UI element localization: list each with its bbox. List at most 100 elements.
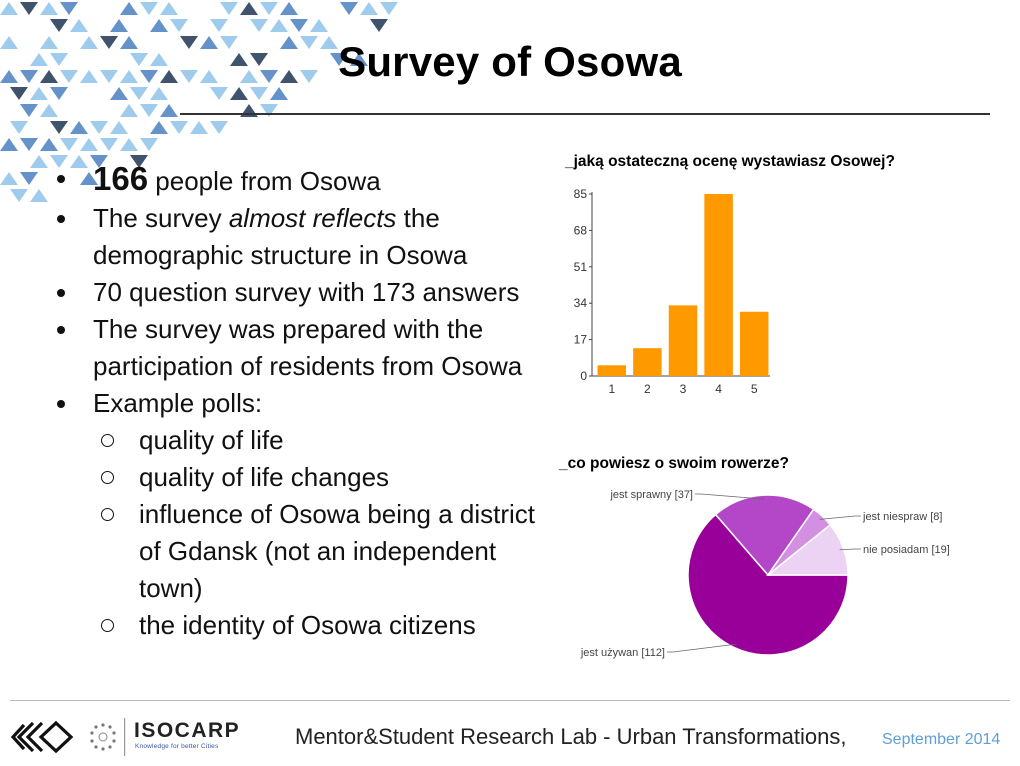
deco-triangle: [0, 2, 18, 15]
deco-triangle: [50, 87, 68, 100]
deco-triangle: [270, 19, 288, 32]
deco-triangle: [160, 2, 178, 15]
pie-slice: [714, 494, 815, 577]
pie-leader-line: [667, 643, 737, 653]
footer-date: September 2014: [882, 731, 1001, 748]
deco-triangle: [0, 36, 18, 49]
sub-bullet-poll: quality of life: [55, 422, 555, 459]
pie-leader-line: [695, 493, 764, 500]
deco-triangle: [280, 36, 298, 49]
deco-triangle: [60, 138, 78, 151]
y-tick-label: 68: [574, 223, 588, 237]
deco-triangle: [130, 87, 148, 100]
bullet-example-polls: Example polls:: [55, 385, 555, 422]
deco-triangle: [20, 104, 38, 117]
footer-logos: [10, 718, 126, 756]
bar-chart-title: _jaką ostateczną ocenę wystawiasz Osowej…: [565, 153, 895, 170]
deco-triangle: [240, 2, 258, 15]
deco-triangle: [80, 138, 98, 151]
deco-triangle: [90, 121, 108, 134]
deco-triangle: [260, 104, 278, 117]
deco-triangle: [40, 138, 58, 151]
deco-triangle: [50, 19, 68, 32]
deco-triangle: [30, 189, 48, 202]
deco-triangle: [110, 19, 128, 32]
x-tick-label: 4: [715, 382, 722, 396]
deco-triangle: [300, 70, 318, 83]
deco-triangle: [310, 19, 328, 32]
deco-triangle: [180, 36, 198, 49]
deco-triangle: [20, 70, 38, 83]
logo-separator: [124, 718, 126, 756]
deco-triangle: [70, 121, 88, 134]
deco-triangle: [10, 121, 28, 134]
deco-triangle: [90, 155, 108, 168]
deco-triangle: [250, 19, 268, 32]
deco-triangle: [160, 70, 178, 83]
deco-triangle: [0, 138, 18, 151]
pie-label: jest sprawny [37]: [609, 489, 693, 501]
pie-label: jest niespraw [8]: [862, 511, 942, 523]
deco-triangle: [120, 36, 138, 49]
deco-triangle: [40, 70, 58, 83]
footer-lab-title: Mentor&Student Research Lab - Urban Tran…: [295, 724, 847, 749]
isocarp-wordmark: ISOCARP: [134, 719, 241, 742]
deco-triangle: [330, 53, 348, 66]
deco-triangle: [220, 36, 238, 49]
deco-triangle: [300, 36, 318, 49]
deco-triangle: [20, 138, 38, 151]
deco-triangle: [360, 2, 378, 15]
deco-triangle: [250, 87, 268, 100]
deco-triangle: [350, 53, 368, 66]
y-tick-label: 34: [574, 296, 588, 310]
bullet-question-count: 70 question survey with 173 answers: [55, 274, 555, 311]
deco-triangle: [0, 172, 18, 185]
deco-triangle: [210, 121, 228, 134]
deco-triangle: [50, 121, 68, 134]
sub-bullet-poll: influence of Osowa being a district of G…: [55, 496, 555, 607]
deco-triangle: [100, 138, 118, 151]
bicycle-pie-chart: jest używan [112] jest sprawny [37] jest n…: [580, 489, 950, 659]
deco-triangle: [250, 53, 268, 66]
deco-triangle: [340, 2, 358, 15]
deco-triangle: [170, 121, 188, 134]
deco-triangle: [110, 121, 128, 134]
deco-triangle: [380, 2, 398, 15]
deco-triangle: [170, 19, 188, 32]
deco-triangle: [70, 19, 88, 32]
deco-triangle: [60, 2, 78, 15]
bullet-people-count: 166 people from Osowa: [55, 160, 555, 200]
people-count: 166: [93, 160, 149, 197]
deco-triangle: [20, 172, 38, 185]
deco-triangle: [40, 36, 58, 49]
bullet-list: 166 people from Osowa The survey almost …: [55, 160, 555, 644]
deco-triangle: [200, 70, 218, 83]
pie-leader-line: [839, 548, 861, 551]
deco-triangle: [280, 2, 298, 15]
pie-slice: [687, 513, 849, 656]
isocarp-tagline: Knowledge for better Cities: [135, 743, 219, 750]
bar: [597, 365, 627, 376]
bullet-demographics: The survey almost reflects the demograph…: [55, 200, 555, 274]
deco-triangle: [190, 121, 208, 134]
title-divider: [180, 113, 990, 115]
deco-triangle: [320, 36, 338, 49]
deco-triangle: [260, 2, 278, 15]
deco-triangle: [270, 87, 288, 100]
deco-triangle: [150, 87, 168, 100]
deco-triangle: [280, 70, 298, 83]
isocarp-sun-icon: [90, 723, 116, 751]
deco-triangle: [110, 87, 128, 100]
deco-triangle: [30, 53, 48, 66]
deco-triangle: [150, 19, 168, 32]
deco-triangle: [20, 2, 38, 15]
pie-label: nie posiadam [19]: [863, 544, 950, 556]
bar: [739, 311, 769, 376]
deco-triangle: [80, 70, 98, 83]
deco-triangle: [180, 70, 198, 83]
deco-triangle: [40, 2, 58, 15]
deco-triangle: [140, 2, 158, 15]
x-tick-label: 5: [751, 382, 758, 396]
deco-triangle: [210, 19, 228, 32]
